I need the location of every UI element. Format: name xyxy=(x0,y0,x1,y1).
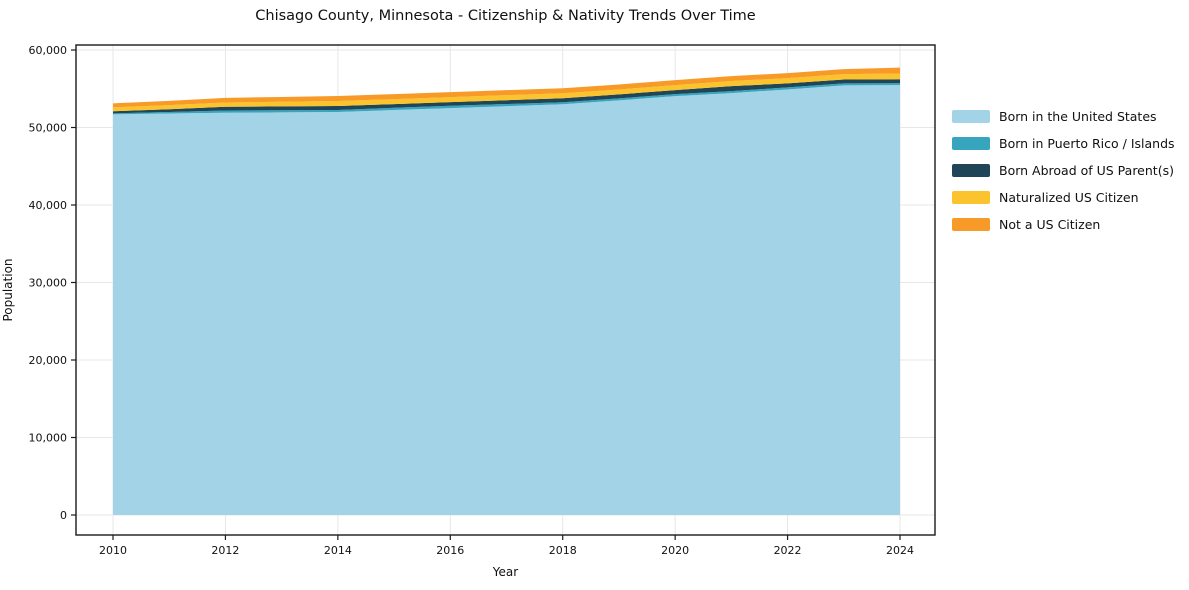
x-tick-label: 2012 xyxy=(211,544,239,557)
x-tick-label: 2022 xyxy=(774,544,802,557)
legend: Born in the United States Born in Puerto … xyxy=(952,103,1175,238)
y-tick-label: 30,000 xyxy=(29,276,68,289)
y-tick-label: 60,000 xyxy=(29,44,68,57)
legend-swatch-born-abroad-of-us-parent-s xyxy=(952,164,990,177)
x-tick-label: 2014 xyxy=(324,544,352,557)
x-tick-label: 2020 xyxy=(661,544,689,557)
x-tick-label: 2024 xyxy=(886,544,914,557)
legend-item-born-abroad-of-us-parent-s: Born Abroad of US Parent(s) xyxy=(952,157,1175,184)
y-tick-label: 50,000 xyxy=(29,121,68,134)
x-axis-title: Year xyxy=(492,565,519,579)
legend-swatch-born-in-puerto-rico-islands xyxy=(952,137,990,150)
legend-label: Naturalized US Citizen xyxy=(999,190,1139,205)
legend-label: Born in the United States xyxy=(999,109,1157,124)
legend-item-not-a-us-citizen: Not a US Citizen xyxy=(952,211,1175,238)
area-not-a-us-citizen xyxy=(113,67,900,108)
x-tick-label: 2016 xyxy=(436,544,464,557)
y-axis-title: Population xyxy=(1,258,15,322)
plot-frame xyxy=(75,44,936,536)
legend-item-naturalized-us-citizen: Naturalized US Citizen xyxy=(952,184,1175,211)
legend-item-born-in-puerto-rico-islands: Born in Puerto Rico / Islands xyxy=(952,130,1175,157)
legend-label: Born in Puerto Rico / Islands xyxy=(999,136,1175,151)
area-naturalized-us-citizen xyxy=(113,73,900,112)
chart-title: Chisago County, Minnesota - Citizenship … xyxy=(255,8,756,24)
legend-label: Born Abroad of US Parent(s) xyxy=(999,163,1174,178)
area-born-abroad-of-us-parent-s xyxy=(113,79,900,114)
legend-item-born-in-the-united-states: Born in the United States xyxy=(952,103,1175,130)
x-tick-label: 2010 xyxy=(99,544,127,557)
legend-label: Not a US Citizen xyxy=(999,217,1101,232)
legend-swatch-not-a-us-citizen xyxy=(952,218,990,231)
legend-swatch-born-in-the-united-states xyxy=(952,110,990,123)
y-tick-label: 0 xyxy=(60,509,67,522)
y-tick-label: 10,000 xyxy=(29,431,68,444)
area-born-in-puerto-rico-islands xyxy=(113,83,900,115)
y-tick-label: 40,000 xyxy=(29,199,68,212)
area-born-in-the-united-states xyxy=(113,85,900,516)
legend-swatch-naturalized-us-citizen xyxy=(952,191,990,204)
x-tick-label: 2018 xyxy=(549,544,577,557)
y-tick-label: 20,000 xyxy=(29,354,68,367)
